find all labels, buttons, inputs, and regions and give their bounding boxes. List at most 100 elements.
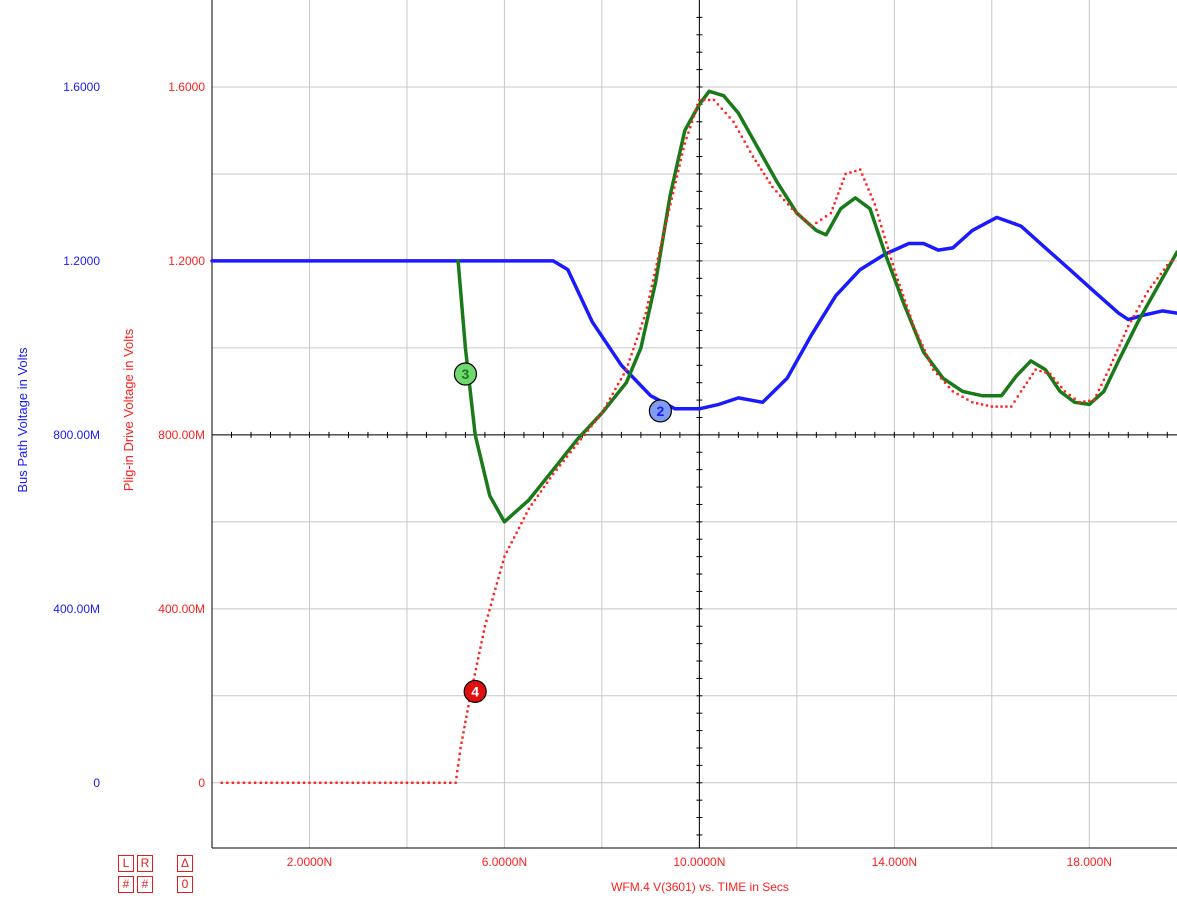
series-point [600, 411, 604, 415]
series-point [461, 736, 464, 739]
series-point [551, 472, 555, 476]
x-axis-label: WFM.4 V(3601) vs. TIME in Secs [611, 880, 789, 894]
y-tick-label-left: 1.6000 [63, 80, 100, 94]
series-point [875, 208, 878, 212]
series-point [467, 705, 470, 708]
series-point [576, 442, 579, 445]
series-point [465, 715, 468, 718]
y-tick-label-left: 1.2000 [63, 254, 100, 268]
series-point [1025, 381, 1029, 384]
series-point [536, 494, 540, 497]
series-point [665, 219, 668, 222]
left-cursor-button[interactable]: L [118, 855, 134, 872]
series-point [842, 177, 845, 181]
series-point [696, 104, 699, 107]
series-point [871, 198, 874, 201]
right-cursor-number-button[interactable]: # [137, 876, 153, 893]
series-point [1111, 358, 1115, 362]
marker-circle [648, 399, 672, 423]
series-point [464, 720, 467, 724]
y-tick-label-left: 400.00M [53, 602, 100, 616]
series-point [259, 781, 262, 784]
right-cursor-button[interactable]: R [137, 855, 153, 872]
series-point [619, 378, 623, 381]
series-line-1 [456, 89, 1177, 524]
series-point [985, 404, 989, 407]
series-point [533, 498, 537, 502]
series-point [237, 781, 240, 784]
y-tick-label-right: 400.00M [158, 602, 205, 616]
series-point [865, 183, 868, 186]
left-cursor-number-button[interactable]: # [118, 876, 134, 893]
series-point [790, 207, 794, 210]
series-point [389, 781, 392, 784]
series-point [555, 468, 558, 471]
series-point [1010, 405, 1013, 408]
series-point [748, 150, 752, 153]
series-point [539, 490, 543, 493]
series-point [1000, 405, 1003, 408]
series-point [603, 407, 606, 410]
series-point [925, 353, 929, 357]
series-point [275, 781, 279, 784]
series-point [394, 781, 398, 784]
series-point [1138, 305, 1141, 308]
series-point [1088, 399, 1091, 403]
series-line-0 [210, 215, 1177, 411]
series-point [912, 324, 916, 328]
series-point [923, 349, 926, 352]
cursor-marker-2[interactable]: 2 [648, 399, 672, 423]
series-point [728, 116, 731, 119]
series-point [1124, 329, 1128, 333]
series-point [798, 214, 801, 217]
series-point [782, 198, 786, 202]
series-point [458, 752, 461, 755]
series-point [611, 392, 614, 396]
series-point [654, 268, 657, 271]
series-point [854, 169, 857, 173]
series-point [1031, 372, 1034, 376]
series-point [680, 153, 684, 156]
center-axes [211, 0, 1177, 848]
series-point [460, 741, 463, 744]
series-point [454, 781, 457, 784]
series-point [253, 781, 257, 784]
cursor-marker-4[interactable]: 4 [463, 679, 487, 704]
series-point [505, 550, 509, 554]
series-point [861, 173, 864, 176]
series-point [479, 646, 482, 649]
series-point [820, 218, 823, 221]
series-point [384, 781, 387, 784]
series-point [421, 781, 425, 784]
series-point [1109, 363, 1113, 367]
x-tick-label: 10.0000N [673, 855, 725, 869]
series-point [659, 246, 662, 250]
series-point [641, 322, 644, 325]
series-point [1005, 405, 1008, 408]
series-point [838, 187, 842, 190]
marker-circle [453, 362, 478, 386]
series-point [545, 481, 549, 484]
series-point [510, 541, 513, 544]
series-point [242, 781, 246, 784]
series-point [270, 781, 273, 784]
cursor-marker-3[interactable]: 3 [453, 362, 478, 386]
series-point [660, 241, 663, 244]
series-point [351, 781, 354, 784]
series-point [682, 147, 685, 151]
series-point [876, 214, 880, 217]
series-point [703, 98, 706, 102]
series-point [1022, 385, 1026, 389]
series-point [707, 98, 711, 102]
series-point [297, 781, 300, 784]
series-point [995, 405, 998, 408]
series-point [806, 221, 809, 224]
series-point [512, 536, 516, 539]
series-point [757, 164, 760, 167]
series-point [956, 392, 959, 396]
series-point [673, 186, 676, 189]
delta-button[interactable]: Δ [177, 855, 193, 872]
delta-value-button[interactable]: 0 [177, 876, 193, 893]
series-point [768, 181, 771, 184]
